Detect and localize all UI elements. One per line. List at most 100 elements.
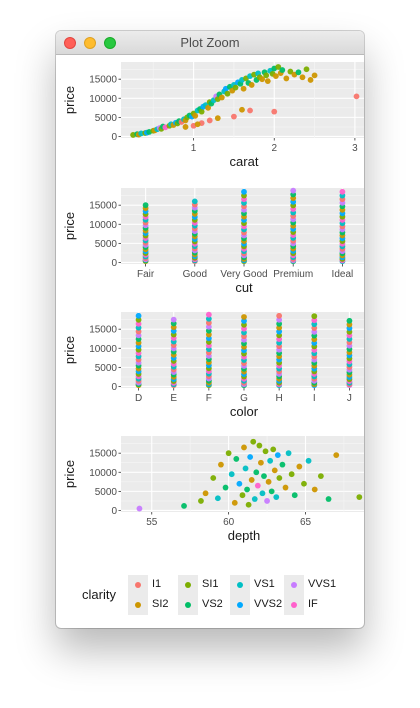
x-tick-label: 2: [271, 143, 277, 154]
data-point: [283, 75, 290, 82]
y-tick-label: 15000: [89, 201, 117, 212]
legend-swatch: [291, 602, 297, 608]
x-axis-title: color: [230, 404, 259, 419]
data-point: [240, 85, 247, 92]
title-bar[interactable]: Plot Zoom: [56, 31, 364, 55]
data-point: [271, 467, 278, 474]
zoom-window-button[interactable]: [104, 37, 116, 49]
x-tick-label: G: [240, 393, 248, 404]
data-point: [263, 72, 270, 79]
y-axis-title: price: [62, 86, 77, 114]
data-point: [205, 104, 212, 111]
data-point: [270, 446, 277, 453]
legend-key: [128, 595, 148, 615]
data-point: [253, 469, 260, 476]
data-point: [339, 188, 346, 195]
plot-panel-2: [118, 187, 364, 267]
data-point: [248, 477, 255, 483]
data-point: [282, 484, 289, 491]
x-tick-label: 65: [300, 517, 312, 528]
x-tick-label: J: [347, 393, 352, 404]
y-tick-label: 5000: [95, 487, 118, 498]
data-point: [267, 457, 274, 464]
data-point: [231, 499, 238, 506]
x-axis-title: depth: [228, 528, 261, 543]
legend-label: IF: [308, 598, 318, 610]
legend-key: [178, 575, 198, 595]
x-tick-label: Fair: [137, 269, 155, 280]
data-point: [279, 67, 286, 73]
plot-panel-4: [118, 436, 364, 515]
data-point: [198, 108, 205, 115]
data-point: [311, 313, 318, 320]
plot-panel-3: [118, 311, 364, 391]
legend-label: VS2: [202, 598, 223, 610]
y-tick-label: 15000: [89, 449, 117, 460]
data-point: [224, 90, 231, 97]
data-point: [236, 480, 243, 487]
data-point: [244, 486, 250, 493]
legend-key: [230, 595, 250, 615]
x-tick-label: 60: [223, 517, 235, 528]
data-point: [264, 78, 271, 84]
data-point: [222, 484, 229, 491]
data-point: [239, 106, 245, 113]
data-point: [256, 442, 263, 449]
data-point: [291, 492, 298, 499]
y-tick-label: 5000: [95, 363, 118, 374]
legend-key: [128, 575, 148, 595]
data-point: [245, 501, 252, 508]
data-point: [218, 94, 225, 101]
x-axis-title: cut: [235, 280, 253, 295]
data-point: [261, 473, 267, 480]
x-axis-title: carat: [230, 154, 259, 169]
data-point: [274, 452, 281, 458]
x-tick-label: Premium: [273, 269, 313, 280]
data-point: [356, 494, 363, 501]
data-point: [273, 494, 280, 501]
data-point: [142, 202, 149, 209]
data-point: [265, 478, 272, 485]
legend-title: clarity: [82, 587, 116, 602]
y-tick-label: 5000: [95, 239, 118, 250]
x-tick-label: Ideal: [332, 269, 354, 280]
data-point: [135, 320, 142, 327]
legend-swatch: [185, 602, 191, 608]
data-point: [279, 461, 286, 468]
y-tick-label: 0: [111, 132, 117, 143]
data-point: [232, 84, 239, 91]
y-tick-label: 15000: [89, 75, 117, 86]
legend-label: VS1: [254, 578, 275, 590]
data-point: [301, 480, 307, 487]
data-point: [288, 471, 295, 478]
data-point: [181, 502, 187, 509]
data-point: [228, 471, 235, 478]
y-axis-title: price: [62, 336, 77, 364]
plot-panel-1: [118, 62, 364, 141]
data-point: [333, 452, 340, 458]
x-tick-label: D: [135, 393, 142, 404]
x-tick-label: Very Good: [220, 269, 267, 280]
data-point: [239, 492, 246, 499]
data-point: [259, 490, 266, 497]
data-point: [325, 496, 332, 502]
data-point: [259, 76, 266, 83]
y-tick-label: 5000: [95, 113, 118, 124]
data-point: [295, 69, 302, 76]
data-point: [247, 107, 253, 114]
close-window-button[interactable]: [64, 37, 76, 49]
legend-swatch: [185, 582, 191, 588]
legend-label: I1: [152, 578, 162, 590]
data-point: [250, 438, 257, 445]
data-point: [272, 73, 279, 80]
y-tick-label: 15000: [89, 325, 117, 336]
minimize-window-button[interactable]: [84, 37, 96, 49]
data-point: [136, 505, 143, 512]
data-point: [192, 112, 199, 119]
legend-swatch: [237, 602, 243, 608]
data-point: [202, 490, 209, 497]
data-point: [346, 317, 353, 324]
data-point: [241, 318, 247, 324]
data-point: [225, 450, 232, 457]
legend-label: VVS1: [308, 578, 337, 590]
